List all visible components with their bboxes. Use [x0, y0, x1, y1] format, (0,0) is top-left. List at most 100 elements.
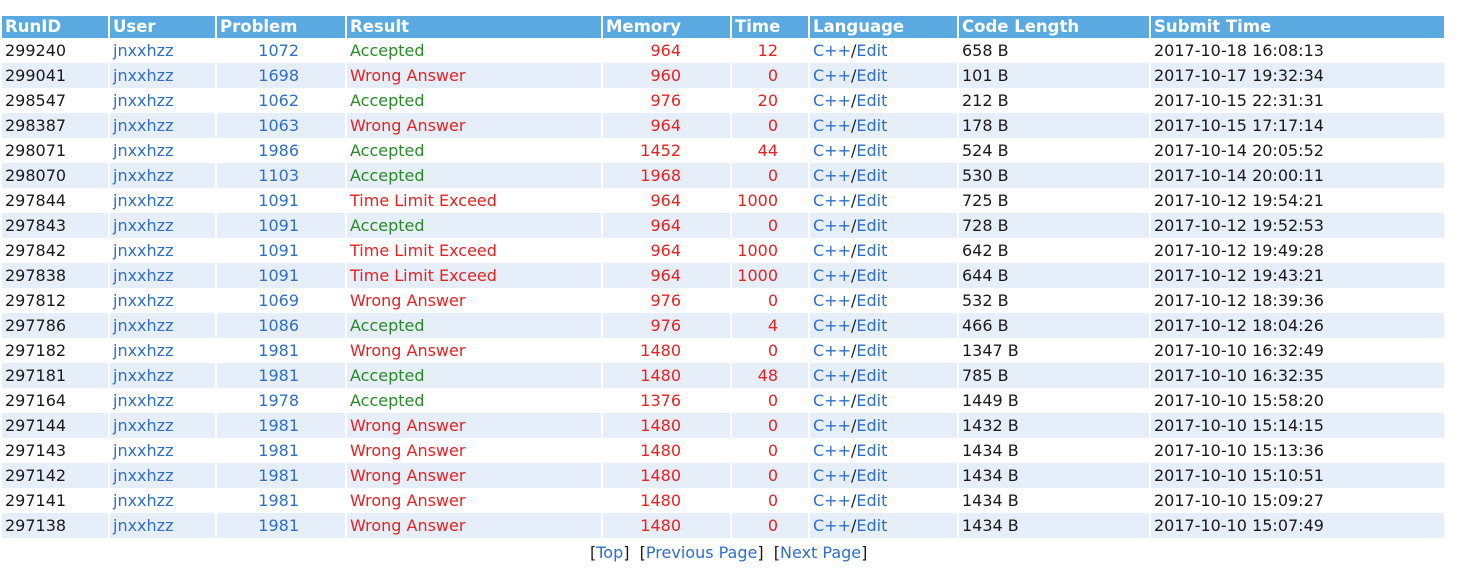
edit-link[interactable]: Edit	[856, 241, 888, 260]
edit-link[interactable]: Edit	[856, 466, 888, 485]
edit-link[interactable]: Edit	[856, 291, 888, 310]
problem-link[interactable]: 1981	[216, 338, 347, 363]
result-status: Wrong Answer	[350, 341, 466, 360]
table-body: 299240 jnxxhzz 1072 Accepted 964 12 C++/Edit 65…	[2, 38, 1444, 538]
language-link[interactable]: C++	[813, 166, 851, 185]
result-status: Accepted	[350, 216, 425, 235]
runid-cell: 297142	[2, 463, 110, 488]
problem-link[interactable]: 1698	[216, 63, 347, 88]
language-cell: C++/Edit	[809, 113, 959, 138]
submit-time-cell: 2017-10-10 15:09:27	[1154, 491, 1324, 510]
language-link[interactable]: C++	[813, 241, 851, 260]
edit-link[interactable]: Edit	[856, 441, 888, 460]
user-link[interactable]: jnxxhzz	[109, 63, 217, 88]
user-link[interactable]: jnxxhzz	[109, 413, 217, 438]
user-link[interactable]: jnxxhzz	[109, 238, 217, 263]
user-link[interactable]: jnxxhzz	[109, 313, 217, 338]
edit-link[interactable]: Edit	[856, 316, 888, 335]
user-link[interactable]: jnxxhzz	[109, 213, 217, 238]
time-cell: 0	[731, 388, 810, 413]
problem-link[interactable]: 1981	[216, 488, 347, 513]
problem-link[interactable]: 1981	[216, 463, 347, 488]
problem-link[interactable]: 1981	[216, 438, 347, 463]
edit-link[interactable]: Edit	[856, 66, 888, 85]
problem-link[interactable]: 1062	[216, 88, 347, 113]
table-row: 298547 jnxxhzz 1062 Accepted 976 20 C++/Edit 21…	[2, 88, 1444, 113]
language-link[interactable]: C++	[813, 291, 851, 310]
user-link[interactable]: jnxxhzz	[109, 513, 217, 538]
edit-link[interactable]: Edit	[856, 41, 888, 60]
language-link[interactable]: C++	[813, 516, 851, 535]
language-link[interactable]: C++	[813, 416, 851, 435]
language-link[interactable]: C++	[813, 66, 851, 85]
language-link[interactable]: C++	[813, 441, 851, 460]
code-length-cell: 1434 B	[958, 488, 1151, 513]
language-link[interactable]: C++	[813, 391, 851, 410]
problem-link[interactable]: 1091	[216, 188, 347, 213]
edit-link[interactable]: Edit	[856, 166, 888, 185]
user-link[interactable]: jnxxhzz	[109, 363, 217, 388]
problem-link[interactable]: 1981	[216, 363, 347, 388]
code-length-cell: 212 B	[958, 88, 1151, 113]
user-link[interactable]: jnxxhzz	[109, 163, 217, 188]
edit-link[interactable]: Edit	[856, 266, 888, 285]
edit-link[interactable]: Edit	[856, 116, 888, 135]
result-status: Accepted	[350, 41, 425, 60]
user-link[interactable]: jnxxhzz	[109, 388, 217, 413]
language-link[interactable]: C++	[813, 366, 851, 385]
next-page-link[interactable]: Next Page	[780, 543, 862, 562]
problem-link[interactable]: 1063	[216, 113, 347, 138]
user-link[interactable]: jnxxhzz	[109, 38, 217, 63]
edit-link[interactable]: Edit	[856, 141, 888, 160]
problem-link[interactable]: 1091	[216, 213, 347, 238]
edit-link[interactable]: Edit	[856, 391, 888, 410]
problem-link[interactable]: 1986	[216, 138, 347, 163]
problem-link[interactable]: 1069	[216, 288, 347, 313]
submit-time-cell: 2017-10-10 15:13:36	[1154, 441, 1324, 460]
language-link[interactable]: C++	[813, 191, 851, 210]
edit-link[interactable]: Edit	[856, 416, 888, 435]
language-link[interactable]: C++	[813, 316, 851, 335]
language-link[interactable]: C++	[813, 216, 851, 235]
runid-cell: 297842	[2, 238, 110, 263]
language-link[interactable]: C++	[813, 91, 851, 110]
problem-link[interactable]: 1072	[216, 38, 347, 63]
edit-link[interactable]: Edit	[856, 216, 888, 235]
language-cell: C++/Edit	[809, 338, 959, 363]
code-length-cell: 642 B	[958, 238, 1151, 263]
language-link[interactable]: C++	[813, 41, 851, 60]
table-row: 297843 jnxxhzz 1091 Accepted 964 0 C++/Edit 728…	[2, 213, 1444, 238]
language-link[interactable]: C++	[813, 266, 851, 285]
language-link[interactable]: C++	[813, 341, 851, 360]
edit-link[interactable]: Edit	[856, 491, 888, 510]
user-link[interactable]: jnxxhzz	[109, 438, 217, 463]
edit-link[interactable]: Edit	[856, 341, 888, 360]
user-link[interactable]: jnxxhzz	[109, 463, 217, 488]
user-link[interactable]: jnxxhzz	[109, 263, 217, 288]
problem-link[interactable]: 1981	[216, 413, 347, 438]
language-link[interactable]: C++	[813, 491, 851, 510]
user-link[interactable]: jnxxhzz	[109, 113, 217, 138]
edit-link[interactable]: Edit	[856, 366, 888, 385]
edit-link[interactable]: Edit	[856, 91, 888, 110]
user-link[interactable]: jnxxhzz	[109, 138, 217, 163]
submit-time-cell: 2017-10-10 15:10:51	[1150, 463, 1444, 488]
problem-link[interactable]: 1086	[216, 313, 347, 338]
problem-link[interactable]: 1103	[216, 163, 347, 188]
edit-link[interactable]: Edit	[856, 191, 888, 210]
problem-link[interactable]: 1091	[216, 238, 347, 263]
user-link[interactable]: jnxxhzz	[109, 88, 217, 113]
language-link[interactable]: C++	[813, 141, 851, 160]
user-link[interactable]: jnxxhzz	[109, 288, 217, 313]
language-link[interactable]: C++	[813, 466, 851, 485]
user-link[interactable]: jnxxhzz	[109, 488, 217, 513]
problem-link[interactable]: 1091	[216, 263, 347, 288]
problem-link[interactable]: 1981	[216, 513, 347, 538]
edit-link[interactable]: Edit	[856, 516, 888, 535]
user-link[interactable]: jnxxhzz	[109, 338, 217, 363]
user-link[interactable]: jnxxhzz	[109, 188, 217, 213]
language-link[interactable]: C++	[813, 116, 851, 135]
previous-page-link[interactable]: Previous Page	[645, 543, 758, 562]
top-link[interactable]: Top	[596, 543, 624, 562]
problem-link[interactable]: 1978	[216, 388, 347, 413]
